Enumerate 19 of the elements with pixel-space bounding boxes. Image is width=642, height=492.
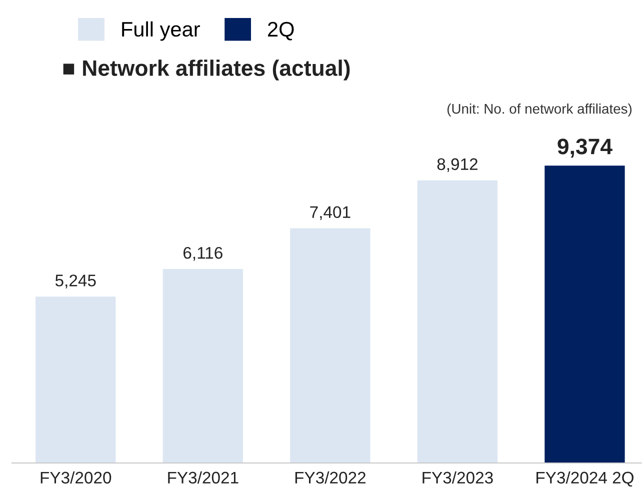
data-label: 6,116 [184,246,222,261]
legend-label: Full year [122,21,200,41]
x-tick-label: FY3/2023 [422,471,493,484]
bar [417,180,498,463]
legend-label: 2Q [268,22,294,40]
bar [290,228,370,463]
x-tick-label: FY3/2020 [40,471,112,484]
bar [544,166,625,463]
text: (Unit: No. of network affiliates) [447,104,632,116]
data-label: 9,374 [558,138,612,158]
bar [162,269,243,463]
x-tick-label: FY3/2024 2Q [536,471,634,487]
data-label: 5,245 [55,274,96,288]
x-tick-label: FY3/2022 [295,471,366,484]
data-label: 7,401 [310,206,350,220]
chart-title: ■ Network affiliates (actual) [63,60,350,80]
data-label: 8,912 [437,158,478,172]
bar [36,296,116,463]
x-tick-label: FY3/2021 [168,471,238,484]
